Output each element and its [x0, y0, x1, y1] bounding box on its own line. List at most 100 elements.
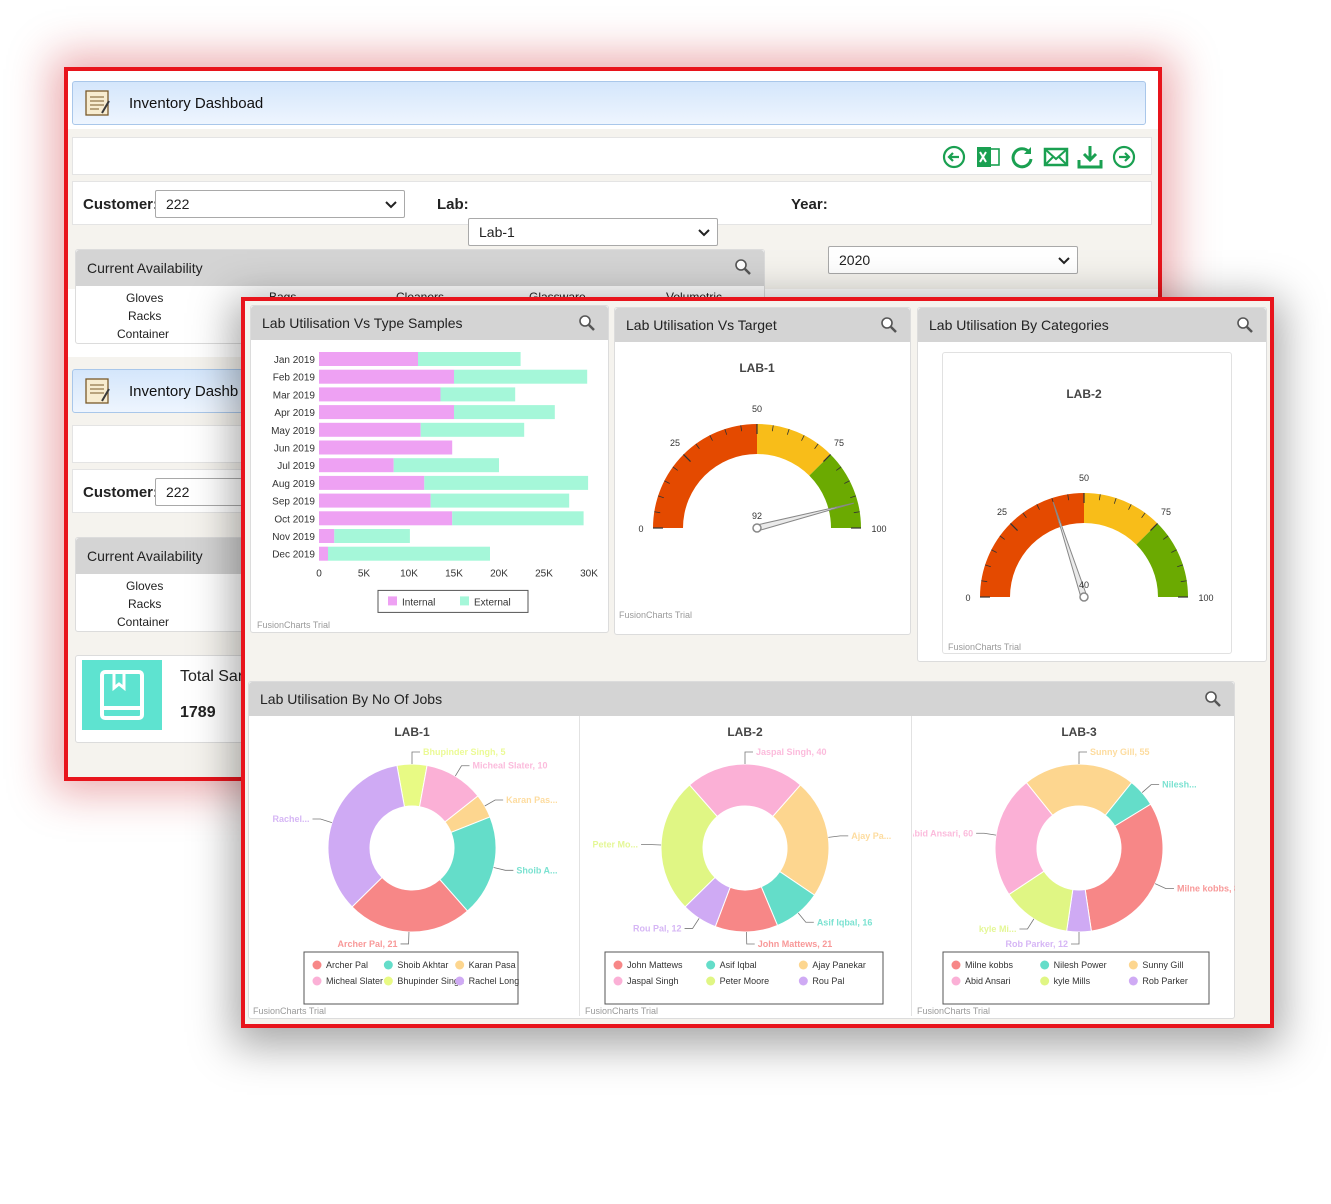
legend-label: Micheal Slater	[326, 976, 383, 986]
refresh-icon[interactable]	[1009, 144, 1035, 170]
gauge-tick	[786, 428, 790, 435]
legend-label: Archer Pal	[326, 960, 368, 970]
gauge-tick	[657, 495, 664, 499]
bar-external	[430, 493, 570, 508]
bar-internal	[319, 369, 454, 384]
x-tick-label: 10K	[400, 568, 418, 579]
download-icon[interactable]	[1077, 144, 1103, 170]
legend-box	[303, 951, 519, 1005]
category-label: Oct 2019	[274, 514, 315, 525]
bar-external	[328, 546, 490, 561]
page-title: Inventory Dashb	[129, 382, 239, 400]
total-samples-label: Total Sar	[180, 668, 244, 685]
legend-swatch	[455, 976, 465, 986]
gauge-tick	[654, 511, 661, 514]
zoom-icon[interactable]	[880, 316, 898, 334]
gauge-tick	[1098, 494, 1101, 501]
bar-internal	[319, 422, 421, 437]
legend-label: Internal	[402, 597, 435, 608]
donut-slice	[994, 781, 1054, 896]
email-icon[interactable]	[1043, 144, 1069, 170]
legend-swatch	[383, 960, 393, 970]
zoom-icon[interactable]	[578, 314, 596, 332]
legend-label: Asif Iqbal	[720, 960, 757, 970]
legend-swatch	[1128, 976, 1138, 986]
category-label: Feb 2019	[273, 373, 316, 384]
category-label: Jun 2019	[274, 444, 316, 455]
forward-arrow-icon[interactable]	[1111, 144, 1137, 170]
trial-watermark: FusionCharts Trial	[585, 1006, 659, 1016]
lab-select[interactable]: Lab-1	[468, 218, 718, 246]
chevron-down-icon	[385, 201, 397, 209]
slice-connector	[1078, 751, 1087, 764]
donut-chart: LAB-2 Jaspal Singh, 40 Ajay Pa... Asif Iqba…	[593, 725, 891, 1005]
back-arrow-icon[interactable]	[941, 144, 967, 170]
trial-watermark: FusionCharts Trial	[619, 610, 693, 620]
zoom-icon[interactable]	[734, 258, 752, 276]
panel-header: Lab Utilisation By No Of Jobs	[249, 682, 1234, 716]
gauge-tick	[771, 425, 774, 432]
slice-label: Sunny Gill, 55	[1090, 747, 1150, 757]
category-label: Dec 2019	[272, 550, 315, 561]
chevron-down-icon	[698, 229, 710, 237]
gauge-tick	[740, 425, 743, 432]
gauge-tick	[1128, 504, 1132, 510]
legend-swatch	[798, 960, 808, 970]
panel-header: Lab Utilisation Vs Target	[615, 308, 910, 342]
slice-connector	[744, 751, 753, 764]
customer-select[interactable]: 222	[155, 190, 405, 218]
legend-swatch	[613, 960, 623, 970]
lab-select-value: Lab-1	[479, 224, 515, 240]
slice-connector	[411, 751, 420, 764]
panel-header: Lab Utilisation By Categories	[918, 308, 1266, 342]
slice-label: Abid Ansari, 60	[913, 828, 973, 838]
bar-external	[452, 511, 584, 526]
gauge-tick	[801, 435, 805, 441]
donut-slice	[351, 876, 469, 933]
categories-panel: Lab Utilisation By Categories LAB-2 0 25 50…	[917, 307, 1267, 662]
row-label: Gloves	[126, 579, 164, 593]
stacked-bar-chart: Jan 2019 Feb 2019 Mar 2019 Apr 2019 May 2019…	[271, 352, 598, 613]
slice-label: Rou Pal, 12	[633, 923, 682, 933]
chevron-down-icon	[1058, 257, 1070, 265]
gauge-tick-label: 0	[638, 524, 643, 534]
gauge-value-label: 40	[1079, 580, 1089, 590]
legend-label: kyle Mills	[1054, 976, 1091, 986]
gauge-tick	[984, 564, 991, 568]
page-title: Inventory Dashboad	[129, 94, 264, 112]
zoom-icon[interactable]	[1236, 316, 1254, 334]
gauge-tick	[672, 466, 678, 471]
zoom-icon[interactable]	[1204, 690, 1222, 708]
year-select[interactable]: 2020	[828, 246, 1078, 274]
slice-connector	[828, 835, 849, 838]
legend-swatch	[951, 960, 961, 970]
x-tick-label: 20K	[490, 568, 508, 579]
bar-internal	[319, 352, 418, 366]
gauge-tick-label: 75	[1161, 507, 1171, 517]
bar-internal	[319, 493, 431, 508]
legend-box	[604, 951, 884, 1005]
row-label: Container	[117, 327, 170, 341]
gauge-tick-label: 100	[1198, 593, 1213, 603]
gauge-tick	[999, 535, 1005, 540]
gauge-tick	[1067, 494, 1070, 501]
legend-box	[942, 951, 1210, 1005]
no-of-jobs-panel: Lab Utilisation By No Of Jobs LAB-1 Bhupi…	[248, 681, 1235, 1019]
slice-connector	[454, 765, 470, 777]
notepad-icon	[85, 90, 110, 116]
slice-connector	[493, 867, 514, 871]
panel-title: Lab Utilisation Vs Target	[626, 317, 777, 333]
slice-label: Archer Pal, 21	[337, 939, 397, 949]
legend-label: Rob Parker	[1142, 976, 1188, 986]
legend-label: Abid Ansari	[965, 976, 1011, 986]
slice-connector	[797, 912, 814, 923]
legend-swatch	[798, 976, 808, 986]
gauge-tick	[1171, 549, 1177, 553]
slice-connector	[484, 799, 504, 807]
excel-icon[interactable]	[975, 144, 1001, 170]
gauge-tick	[1177, 564, 1184, 568]
bar-external	[418, 352, 521, 366]
donut-slice	[660, 784, 718, 908]
legend-label: Milne kobbs	[965, 960, 1014, 970]
slice-label: Peter Mo...	[593, 840, 639, 850]
